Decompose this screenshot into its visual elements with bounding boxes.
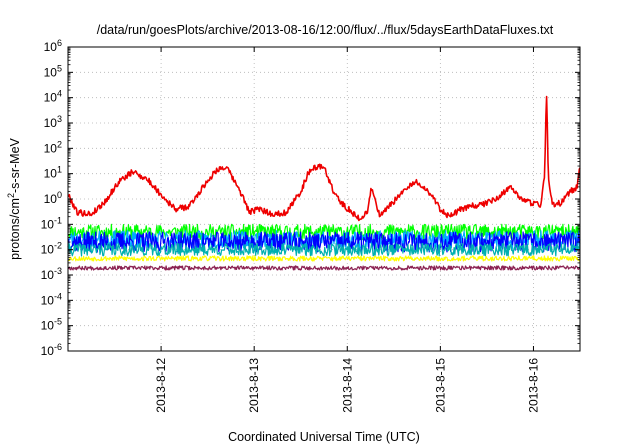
y-tick-label: 10-2 — [41, 241, 62, 257]
y-tick-label: 105 — [44, 63, 62, 79]
y-tick-label-exponent: -5 — [54, 317, 62, 327]
y-tick-label-base: 10 — [41, 217, 55, 231]
x-tick-labels: 2013-8-12 2013-8-13 2013-8-14 2013-8-15 2013… — [154, 358, 540, 413]
y-tick-label: 10-1 — [41, 215, 62, 231]
y-tick-label: 101 — [44, 165, 62, 181]
y-tick-label: 100 — [44, 190, 62, 206]
y-tick-label: 10-6 — [41, 342, 62, 358]
y-tick-label: 10-3 — [41, 266, 62, 282]
y-tick-label: 10-5 — [41, 317, 62, 333]
y-axis-label-superscript: 2 — [6, 193, 16, 198]
y-tick-label-exponent: 2 — [57, 139, 62, 149]
y-tick-labels: 10-610-510-410-310-210-11001011021031041… — [41, 38, 62, 358]
y-tick-label: 10-4 — [41, 291, 62, 307]
y-tick-label-exponent: 4 — [57, 89, 62, 99]
y-tick-label-exponent: 5 — [57, 63, 62, 73]
y-tick-label-base: 10 — [44, 167, 58, 181]
y-tick-label-base: 10 — [44, 141, 58, 155]
x-tick-label: 2013-8-12 — [154, 358, 168, 413]
y-tick-label-base: 10 — [41, 319, 55, 333]
y-tick-label-base: 10 — [41, 344, 55, 358]
series-line-6 — [67, 265, 581, 271]
y-axis-label: protons/cm2-s-sr-MeV — [6, 137, 22, 259]
series-line-7 — [67, 95, 581, 222]
x-tick-label: 2013-8-16 — [526, 358, 540, 413]
y-tick-label-exponent: 1 — [57, 165, 62, 175]
chart-title: /data/run/goesPlots/archive/2013-08-16/1… — [97, 23, 554, 37]
y-tick-label: 103 — [44, 114, 62, 130]
series-layer — [67, 95, 581, 271]
y-tick-label: 104 — [44, 89, 62, 105]
plot-frame — [67, 46, 581, 352]
y-tick-label-base: 10 — [44, 40, 58, 54]
series-line-4 — [67, 242, 581, 257]
y-tick-label-exponent: -4 — [54, 291, 62, 301]
y-tick-label-base: 10 — [41, 243, 55, 257]
x-axis-label: Coordinated Universal Time (UTC) — [228, 430, 420, 444]
series-line-5 — [67, 255, 581, 262]
series-line-3 — [67, 231, 581, 253]
y-axis-label-prefix: protons/cm — [8, 198, 22, 260]
y-tick-label-base: 10 — [41, 293, 55, 307]
y-tick-label-base: 10 — [44, 65, 58, 79]
y-tick-label-base: 10 — [44, 116, 58, 130]
y-tick-label: 106 — [44, 38, 62, 54]
y-tick-label-base: 10 — [41, 268, 55, 282]
y-tick-label-base: 10 — [44, 192, 58, 206]
y-tick-label-exponent: 6 — [57, 38, 62, 48]
y-tick-label-exponent: 0 — [57, 190, 62, 200]
y-tick-label-exponent: -6 — [54, 342, 62, 352]
x-tick-label: 2013-8-15 — [433, 358, 447, 413]
y-tick-label: 102 — [44, 139, 62, 155]
y-tick-label-exponent: -2 — [54, 241, 62, 251]
x-tick-label: 2013-8-13 — [247, 358, 261, 413]
y-tick-label-base: 10 — [44, 91, 58, 105]
y-tick-label-exponent: -1 — [54, 215, 62, 225]
x-tick-label: 2013-8-14 — [340, 358, 354, 413]
y-tick-label-exponent: 3 — [57, 114, 62, 124]
y-tick-label-exponent: -3 — [54, 266, 62, 276]
y-axis-label-suffix: -s-sr-MeV — [8, 137, 22, 193]
